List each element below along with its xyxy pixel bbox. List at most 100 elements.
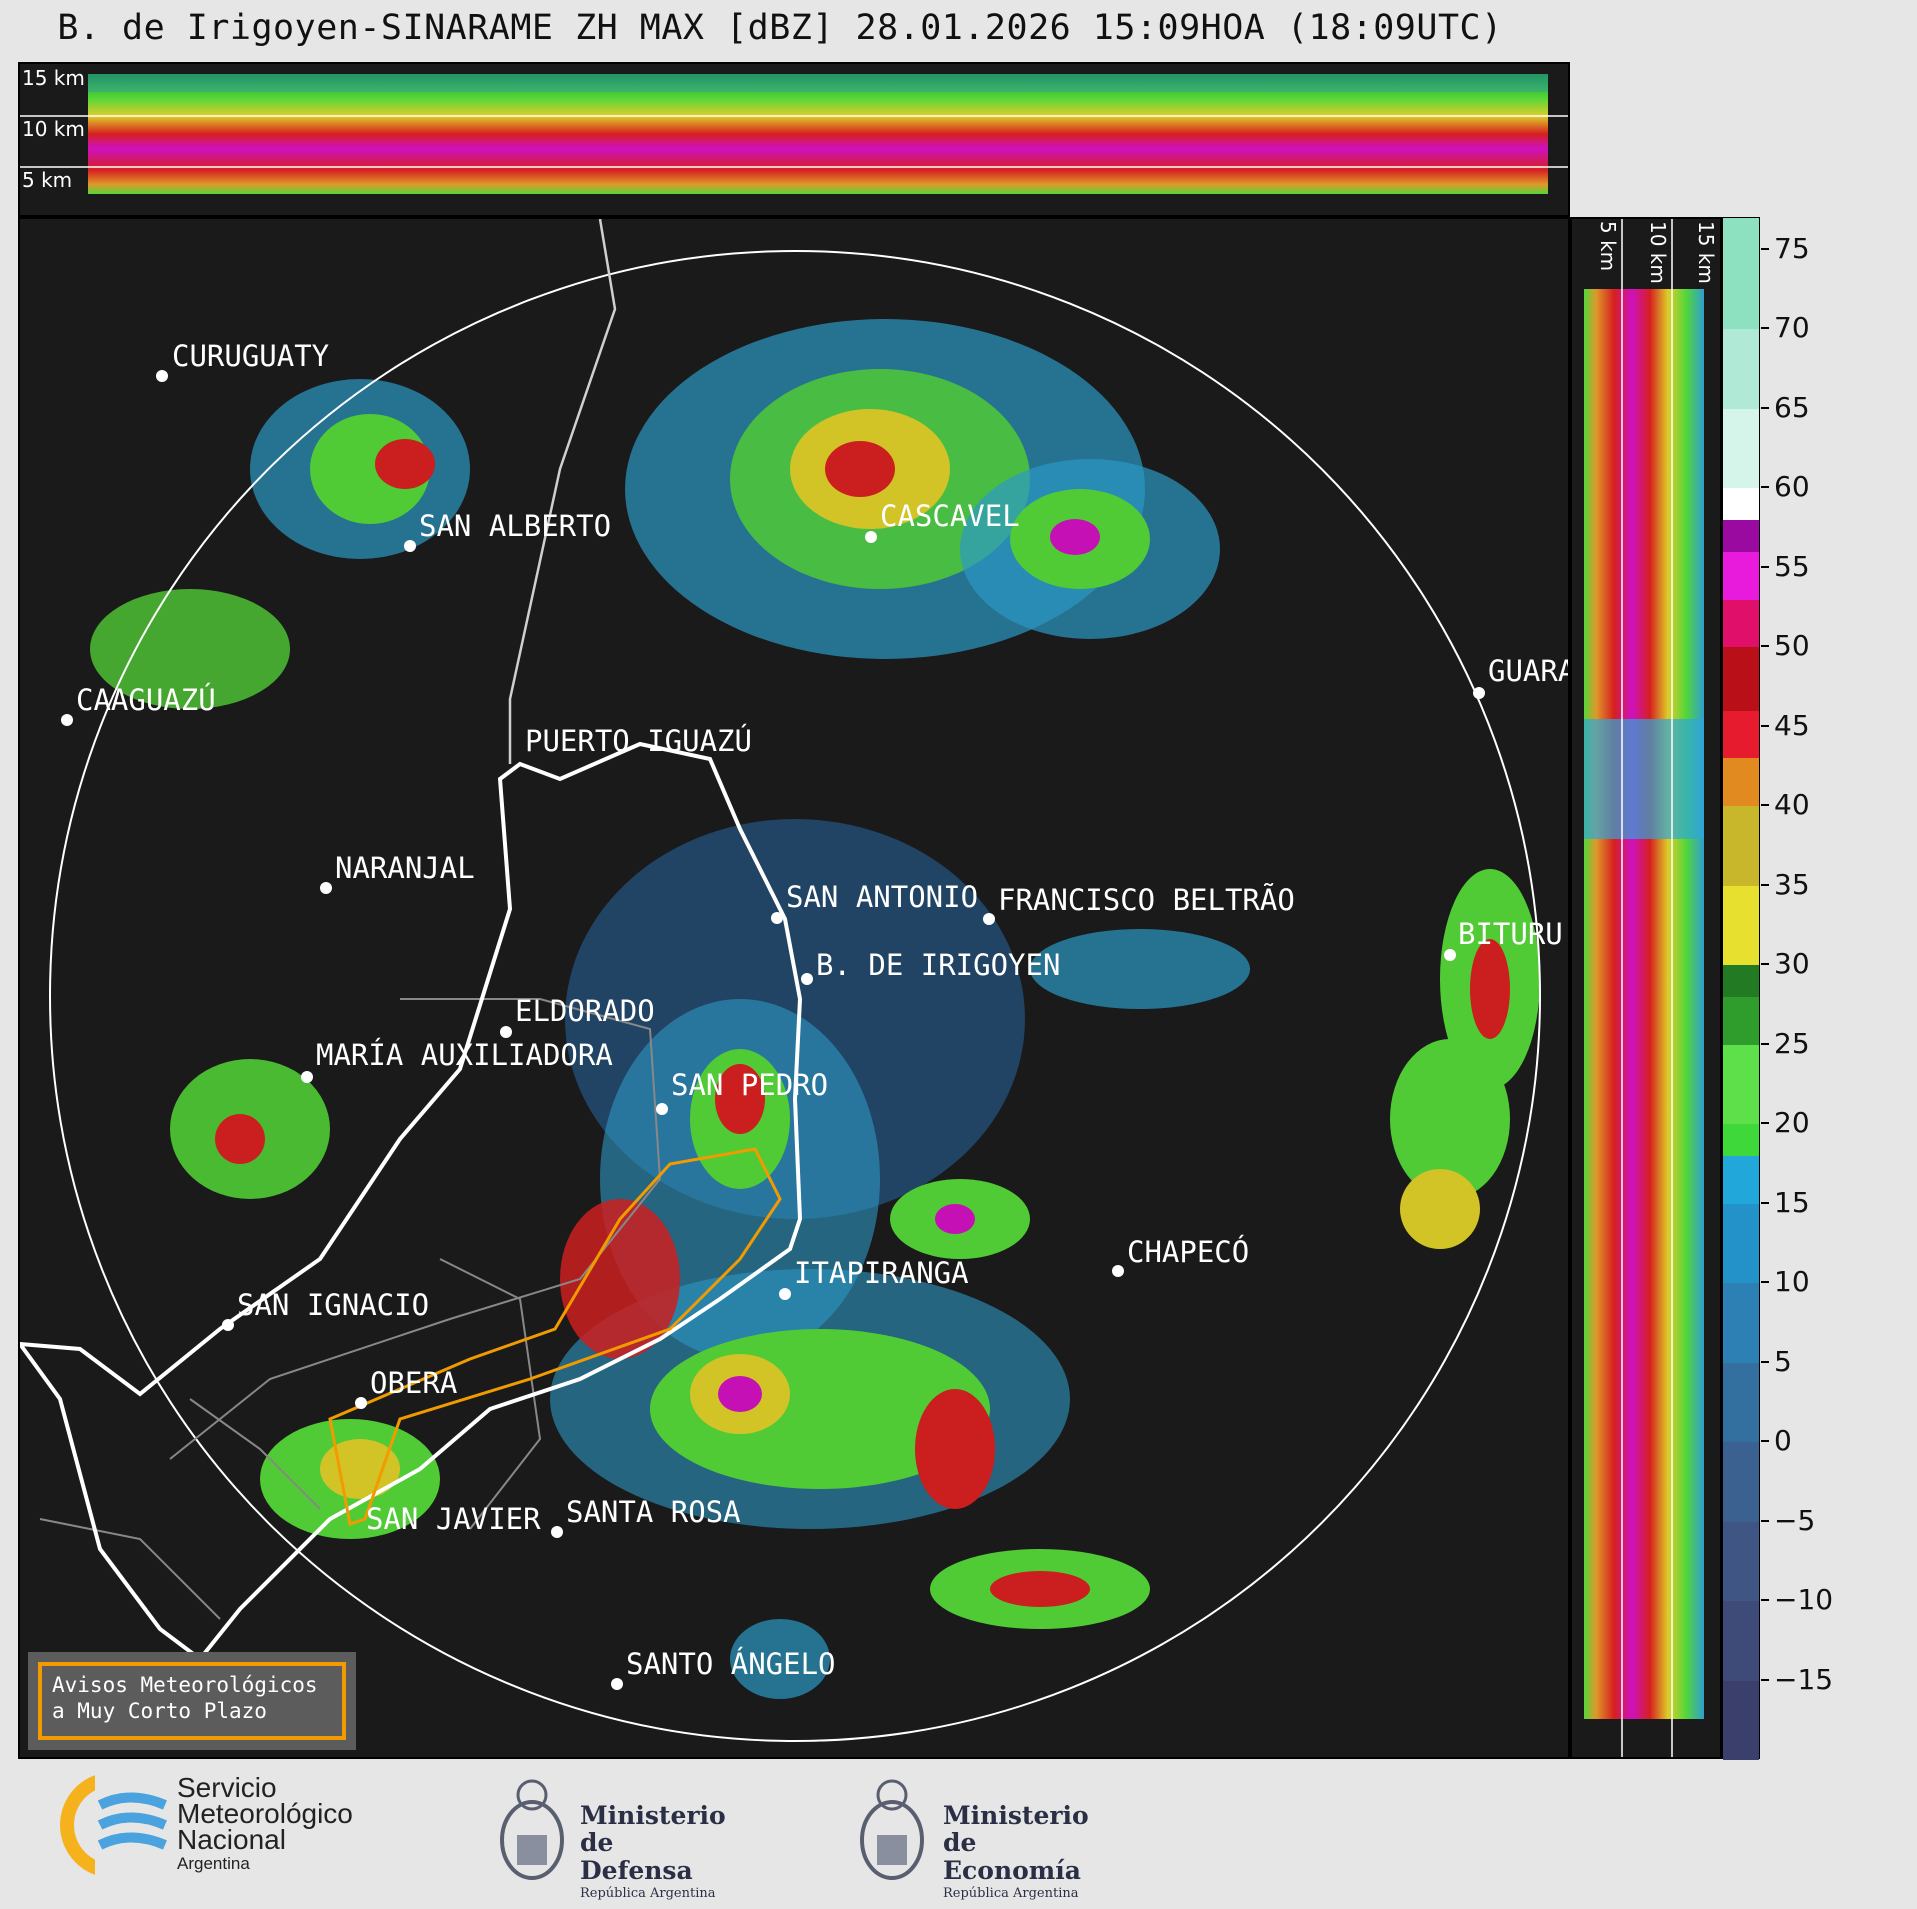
city-san-javier: SAN JAVIER (366, 1502, 541, 1536)
top-profile-graphic (20, 74, 1568, 194)
colorbar-tick-label: 15 (1774, 1185, 1810, 1219)
reflectivity-echoes (90, 319, 1540, 1699)
city-eldorado: ELDORADO (515, 994, 655, 1028)
colorbar-tick (1761, 1678, 1769, 1681)
colorbar-tick (1761, 1201, 1769, 1204)
top-height-profile: 15 km 10 km 5 km (18, 62, 1570, 217)
city-b-de-irigoyen: B. DE IRIGOYEN (816, 948, 1060, 982)
colorbar-band (1723, 758, 1759, 807)
city-obera: OBERA (370, 1366, 457, 1400)
city-san-alberto: SAN ALBERTO (419, 509, 611, 543)
colorbar-tick-label: 45 (1774, 708, 1810, 742)
colorbar-tick (1761, 804, 1769, 807)
colorbar-band (1723, 551, 1759, 600)
colorbar-tick-label: 20 (1774, 1106, 1810, 1140)
city-san-antonio: SAN ANTONIO (786, 880, 978, 914)
colorbar-band (1723, 996, 1759, 1045)
colorbar-band (1723, 1124, 1759, 1156)
colorbar-band (1723, 885, 1759, 966)
colorbar-tick-label: 75 (1774, 231, 1810, 265)
economia-line1: Ministerio (943, 1801, 1089, 1830)
smn-line1: Servicio (177, 1772, 277, 1803)
colorbar-band (1723, 1362, 1759, 1443)
colorbar-tick (1761, 247, 1769, 250)
colorbar-band (1723, 1442, 1759, 1522)
colorbar-tick (1761, 1122, 1769, 1125)
city-curuguaty: CURUGUATY (172, 339, 329, 373)
economia-line3: República Argentina (943, 1886, 1079, 1901)
city-itapiranga: ITAPIRANGA (794, 1256, 969, 1290)
city-caaguazu: CAAGUAZÚ (76, 683, 216, 717)
colorbar-tick (1761, 1519, 1769, 1522)
colorbar-tick (1761, 883, 1769, 886)
colorbar-tick-label: 25 (1774, 1026, 1810, 1060)
colorbar-band (1723, 1601, 1759, 1681)
map-title: B. de Irigoyen-SINARAME ZH MAX [dBZ] 28.… (57, 8, 1503, 48)
economia-logo: Ministerio de Economía República Argenti… (855, 1775, 1089, 1901)
colorbar-tick-label: −5 (1774, 1503, 1816, 1537)
colorbar-band (1723, 965, 1759, 997)
colorbar-tick-label: 30 (1774, 947, 1810, 981)
colorbar-band (1723, 806, 1759, 886)
river-line (508, 219, 617, 764)
colorbar-band (1723, 218, 1759, 330)
smn-line4: Argentina (177, 1854, 250, 1873)
national-seal-icon (860, 1779, 924, 1880)
top-km-label-15: 15 km (22, 66, 85, 90)
smn-line3: Nacional (177, 1824, 286, 1855)
colorbar-band (1723, 1521, 1759, 1602)
city-san-ignacio: SAN IGNACIO (237, 1288, 429, 1322)
side-km-label-5: 5 km (1596, 221, 1620, 272)
colorbar-tick (1761, 724, 1769, 727)
national-seal-icon (500, 1779, 564, 1880)
colorbar-band (1723, 1155, 1759, 1204)
colorbar-band (1723, 647, 1759, 711)
defensa-line3: República Argentina (580, 1886, 716, 1901)
range-ring (49, 250, 1541, 1742)
side-height-profile: 5 km 10 km 15 km (1570, 217, 1722, 1759)
colorbar-tick-label: 55 (1774, 549, 1810, 583)
colorbar-tick (1761, 565, 1769, 568)
colorbar-tick-label: 70 (1774, 311, 1810, 345)
colorbar-tick (1761, 327, 1769, 330)
colorbar-tick (1761, 486, 1769, 489)
colorbar-tick (1761, 1281, 1769, 1284)
colorbar-tick (1761, 1360, 1769, 1363)
top-km-label-10: 10 km (22, 117, 85, 141)
defensa-logo: Ministerio de Defensa República Argentin… (495, 1775, 726, 1901)
city-san-pedro: SAN PEDRO (671, 1068, 828, 1102)
city-guara: GUARA (1488, 654, 1570, 688)
colorbar-band (1723, 1680, 1759, 1760)
colorbar-tick (1761, 963, 1769, 966)
colorbar-band (1723, 599, 1759, 648)
city-santa-rosa: SANTA ROSA (566, 1495, 741, 1529)
colorbar-tick-label: 60 (1774, 470, 1810, 504)
colorbar-tick (1761, 1599, 1769, 1602)
city-naranjal: NARANJAL (335, 851, 475, 885)
department-boundaries (39, 998, 662, 1620)
city-puerto-iguazu: PUERTO IGUAZÚ (525, 724, 752, 758)
colorbar-band (1723, 488, 1759, 521)
colorbar-tick-label: −10 (1774, 1583, 1834, 1617)
smn-logo: Servicio Meteorológico Nacional Argentin… (55, 1774, 353, 1875)
dbz-colorbar (1722, 217, 1760, 1760)
colorbar-tick (1761, 1440, 1769, 1443)
city-chapeco: CHAPECÓ (1127, 1235, 1249, 1269)
defensa-line2: de Defensa (580, 1828, 693, 1885)
colorbar-tick-label: −15 (1774, 1662, 1834, 1696)
colorbar-tick-label: 0 (1774, 1424, 1792, 1458)
colorbar-tick (1761, 406, 1769, 409)
colorbar-band (1723, 520, 1759, 552)
side-km-label-10: 10 km (1646, 221, 1670, 284)
colorbar-band (1723, 1283, 1759, 1363)
colorbar-tick-label: 5 (1774, 1344, 1792, 1378)
city-maria-auxiliadora: MARÍA AUXILIADORA (316, 1038, 613, 1072)
avisos-box: Avisos Meteorológicos a Muy Corto Plazo (28, 1652, 356, 1750)
avisos-frame: Avisos Meteorológicos a Muy Corto Plazo (38, 1662, 346, 1740)
city-francisco-beltrao: FRANCISCO BELTRÃO (998, 883, 1295, 917)
avisos-text: Avisos Meteorológicos a Muy Corto Plazo (52, 1673, 318, 1723)
defensa-line1: Ministerio (580, 1801, 726, 1830)
warning-polygon (328, 1147, 782, 1526)
city-cascavel: CASCAVEL (880, 499, 1020, 533)
colorbar-band (1723, 1203, 1759, 1284)
